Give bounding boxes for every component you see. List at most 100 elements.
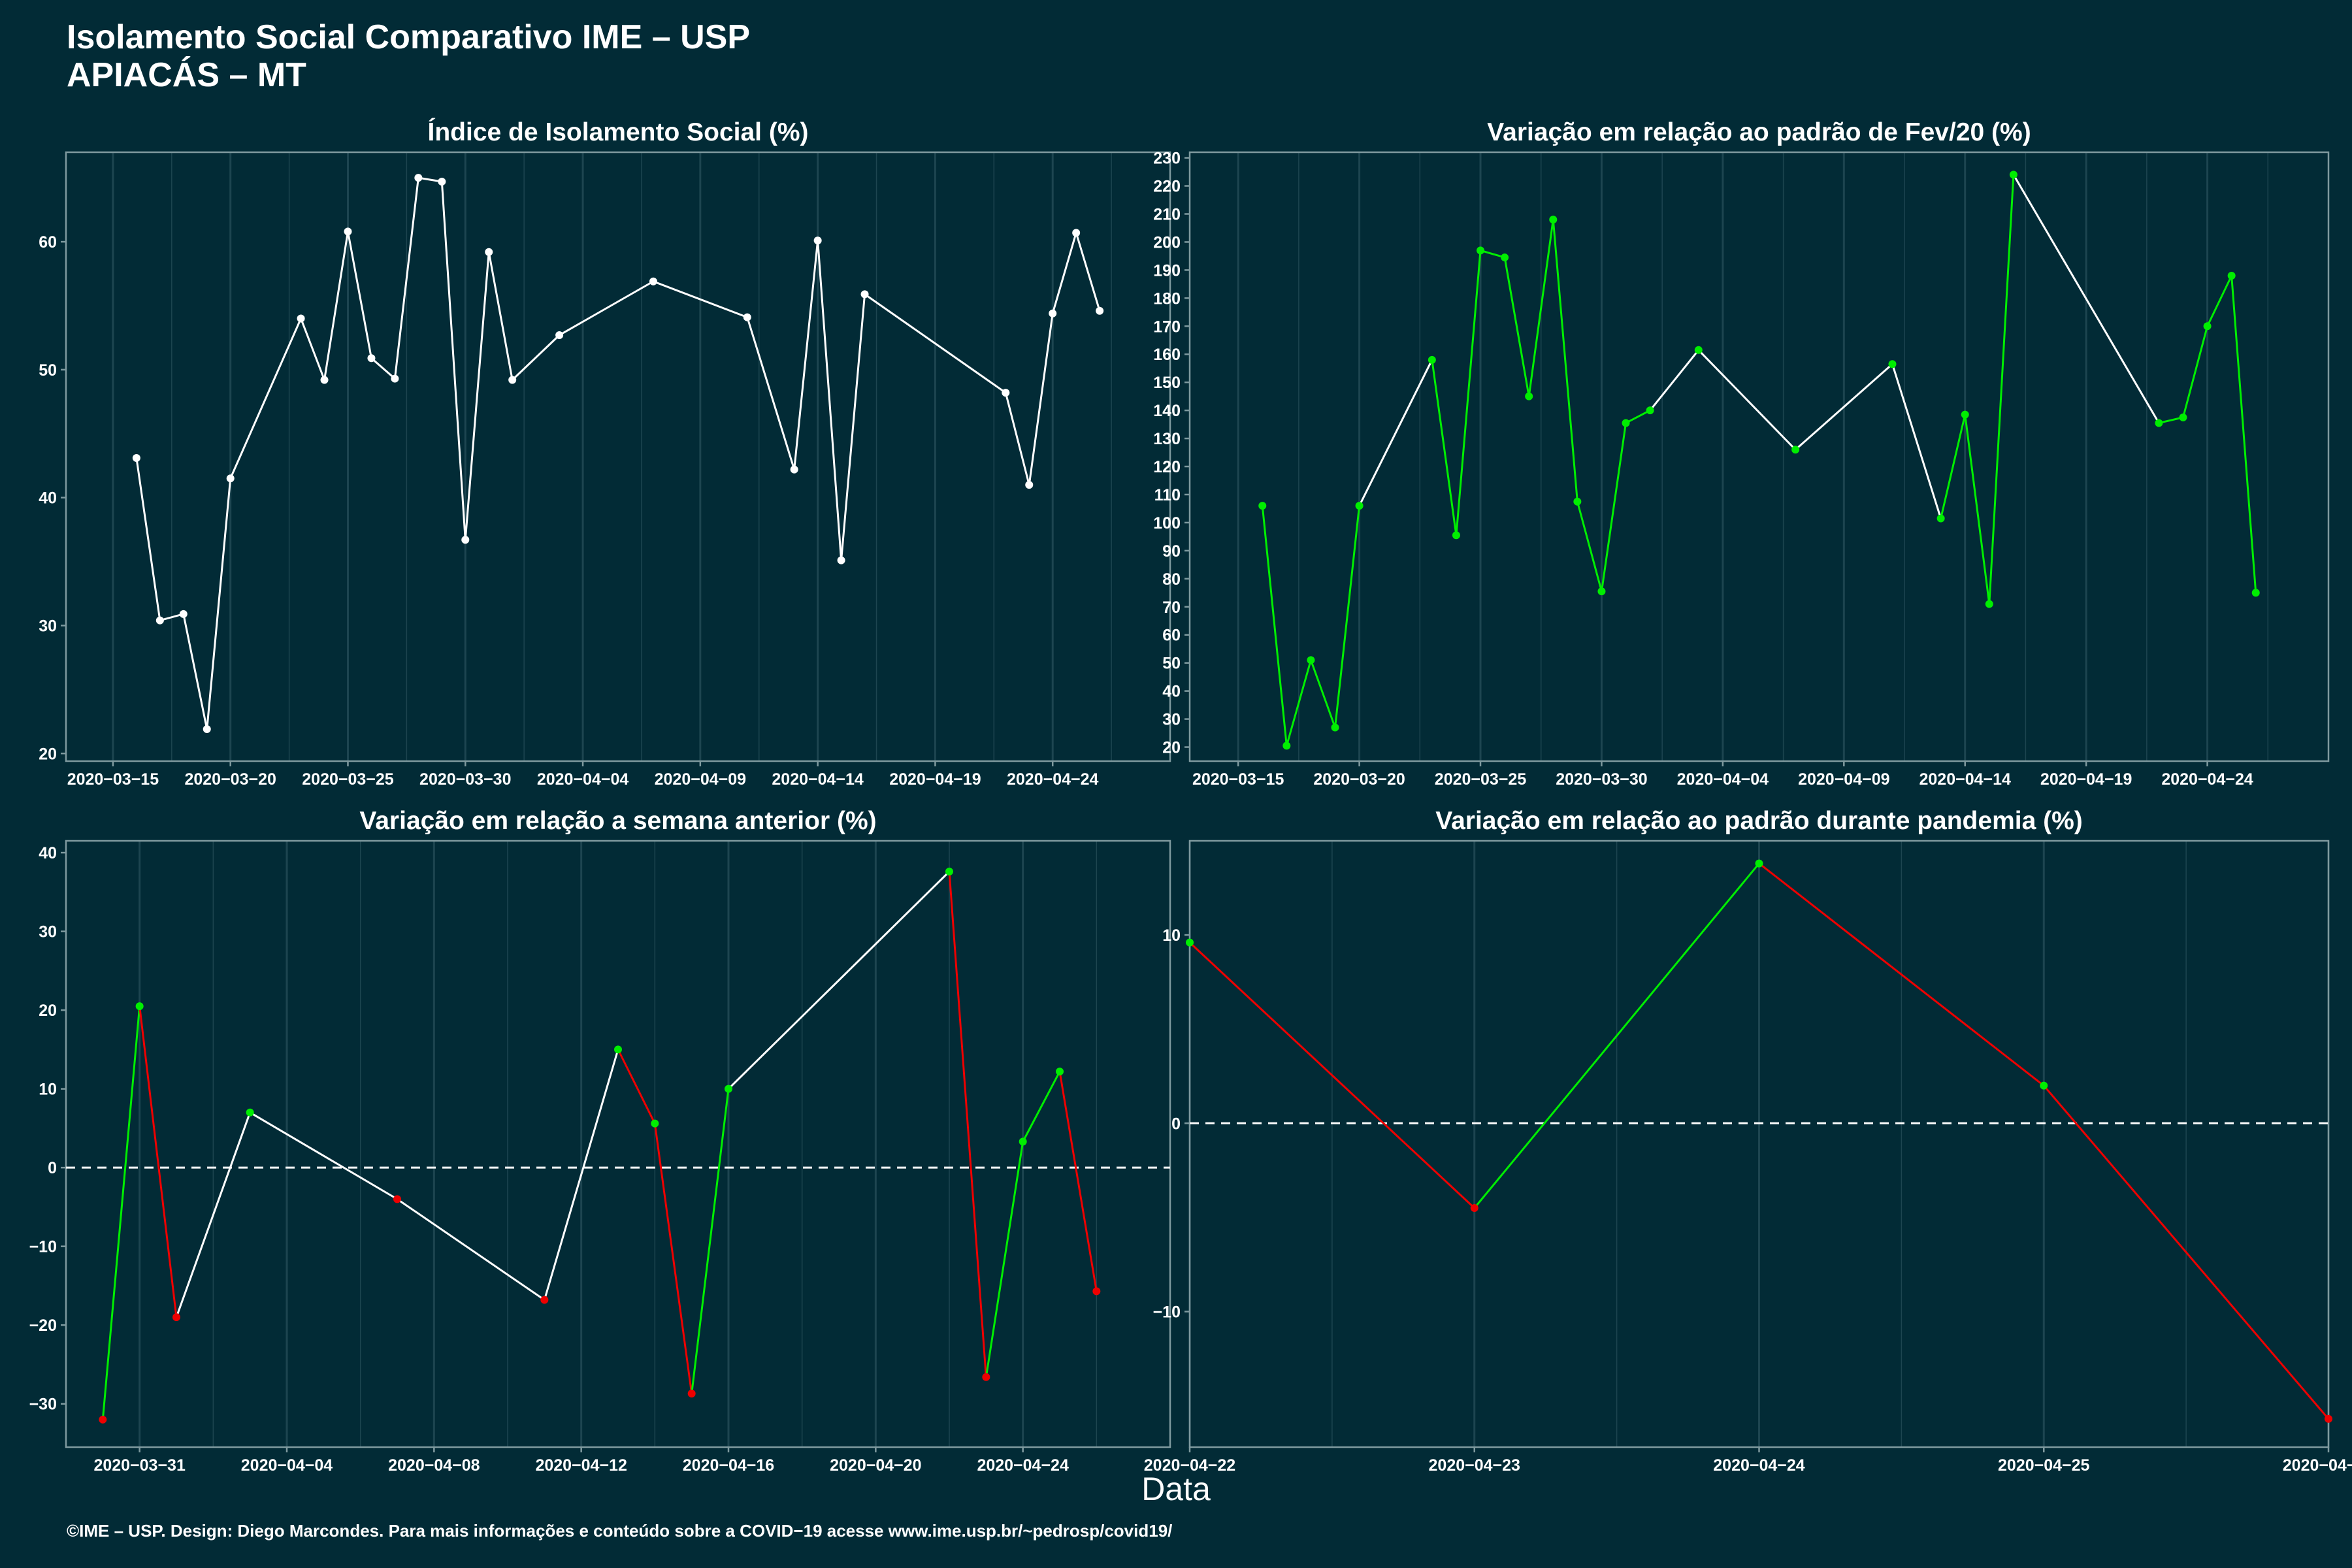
panel-1-series-segment	[864, 293, 1007, 394]
panel-2-x-tick-label: 2020−04−09	[1798, 770, 1889, 789]
panel-2-y-tick-label: 150	[1153, 374, 1181, 392]
panel-3-title: Variação em relação a semana anterior (%…	[359, 807, 876, 835]
panel-3-data-point	[393, 1195, 401, 1203]
panel-2-series-segment	[1480, 249, 1505, 259]
panel-4-data-point	[1755, 859, 1763, 868]
panel-2-series-segment	[1600, 423, 1627, 592]
panel-2-y-tick-label: 130	[1153, 430, 1181, 448]
panel-4-y-tick-label: −10	[1153, 1303, 1181, 1321]
panel-3-data-point	[1092, 1287, 1101, 1296]
panel-1-data-point	[813, 237, 822, 245]
panel-1-series-segment	[793, 240, 819, 470]
panel-2-x-tick-label: 2020−03−30	[1556, 770, 1647, 789]
panel-2-y-tick-label: 100	[1153, 514, 1181, 532]
panel-2-data-point	[1428, 355, 1436, 364]
panel-1-x-tick-label: 2020−04−14	[772, 770, 864, 789]
panel-2-y-tick-label: 210	[1153, 205, 1181, 223]
panel-2-data-point	[1477, 246, 1485, 255]
panel-2-x-tick-label: 2020−03−20	[1313, 770, 1405, 789]
panel-1-series-segment	[229, 318, 302, 479]
panel-3-y-tick-label: 10	[39, 1081, 57, 1099]
panel-3-series-segment	[249, 1111, 398, 1200]
panel-1-data-point	[414, 174, 423, 182]
panel-4-title: Variação em relação ao padrão durante pa…	[1435, 807, 2083, 835]
panel-3-x-tick-label: 2020−04−04	[241, 1456, 333, 1475]
panel-3-series-segment	[948, 871, 987, 1377]
panel-3-series-segment	[691, 1088, 730, 1394]
panel-1-series-segment	[159, 613, 184, 622]
panel-3-data-point	[172, 1313, 180, 1322]
panel-2-data-point	[1961, 410, 1969, 419]
panel-1-data-point	[1096, 306, 1104, 315]
panel-2-series-segment	[1625, 409, 1651, 424]
x-axis-title: Data	[1141, 1471, 1211, 1507]
panel-2-y-tick-label: 200	[1153, 233, 1181, 252]
panel-2-data-point	[1985, 600, 1993, 608]
panel-2-x-tick-label: 2020−04−14	[1919, 770, 2012, 789]
panel-2-data-point	[1694, 346, 1703, 354]
panel-1-x-tick-label: 2020−04−09	[655, 770, 746, 789]
panel-2-series-segment	[1261, 506, 1288, 746]
panel-1-data-point	[1025, 481, 1034, 489]
panel-2-y-tick-label: 120	[1153, 458, 1181, 476]
panel-3-series-segment	[101, 1005, 141, 1420]
panel-2-series-segment	[1649, 349, 1699, 412]
panel-3-frame	[65, 840, 1171, 1448]
panel-4-y-tick-label: 0	[1171, 1115, 1181, 1133]
panel-4-series-segment	[1188, 941, 1475, 1209]
panel-2-data-point	[1452, 531, 1460, 540]
panel-3-data-point	[687, 1390, 696, 1398]
panel-2-y-tick-label: 220	[1153, 178, 1181, 196]
panel-3-series-segment	[175, 1112, 252, 1318]
panel-3-data-point	[945, 868, 953, 876]
footer-credit: ©IME – USP. Design: Diego Marcondes. Par…	[67, 1521, 1173, 1541]
panel-3-data-point	[614, 1045, 622, 1054]
panel-4-data-point	[2040, 1081, 2048, 1090]
panel-1-series-segment	[487, 252, 514, 380]
panel-2-series-segment	[1431, 359, 1458, 536]
panel-3-data-point	[246, 1108, 254, 1117]
panel-1-data-point	[438, 178, 446, 186]
panel-3-data-point	[1019, 1137, 1027, 1146]
panel-2-series-segment	[1455, 250, 1482, 536]
panel-3-y-tick-label: −20	[29, 1316, 57, 1335]
panel-2-y-tick-label: 70	[1162, 598, 1181, 617]
panel-2-data-point	[1549, 216, 1558, 224]
panel-2-y-tick-label: 230	[1153, 150, 1181, 168]
panel-3-x-tick-label: 2020−03−31	[93, 1456, 186, 1475]
panel-1-series-segment	[840, 294, 866, 561]
panel-2-series-segment	[1527, 219, 1554, 397]
panel-2-data-point	[1597, 587, 1606, 596]
panel-2-x-tick-label: 2020−04−04	[1677, 770, 1769, 789]
panel-2-data-point	[1501, 253, 1509, 262]
panel-2-y-tick-label: 30	[1162, 711, 1181, 729]
panel-1-data-point	[743, 313, 751, 321]
panel-1-data-point	[132, 453, 140, 462]
panel-3-series-segment	[985, 1141, 1024, 1377]
panel-4-data-point	[1470, 1203, 1478, 1212]
panel-2-x-tick-label: 2020−04−24	[2161, 770, 2253, 789]
panel-1-y-tick-label: 40	[39, 489, 57, 508]
panel-2-data-point	[1307, 656, 1315, 664]
panel-1-y-tick-label: 20	[39, 745, 57, 763]
panel-3-y-tick-label: −10	[29, 1238, 57, 1256]
panel-2-y-tick-label: 60	[1162, 627, 1181, 645]
panel-1-data-point	[649, 277, 657, 286]
panel-3-data-point	[540, 1296, 549, 1304]
panel-1-series-segment	[817, 240, 843, 561]
panel-2-data-point	[2009, 171, 2017, 179]
panel-2-series-segment	[1964, 414, 1991, 604]
panel-1-series-segment	[182, 613, 208, 730]
panel-2-series-segment	[1891, 363, 1942, 519]
panel-2-y-tick-label: 50	[1162, 655, 1181, 673]
panel-2-y-tick-label: 80	[1162, 570, 1181, 589]
panel-2-y-tick-label: 170	[1153, 318, 1181, 336]
panel-1-y-tick-label: 60	[39, 233, 57, 252]
panel-2-data-point	[2251, 589, 2260, 597]
panel-3-data-point	[725, 1085, 732, 1093]
figure-subtitle: APIACÁS – MT	[67, 56, 306, 94]
panel-1-x-tick-label: 2020−03−30	[419, 770, 511, 789]
panel-1-data-point	[320, 376, 329, 384]
panel-1-series-segment	[1028, 313, 1054, 485]
panel-3-y-tick-label: 0	[48, 1159, 57, 1177]
